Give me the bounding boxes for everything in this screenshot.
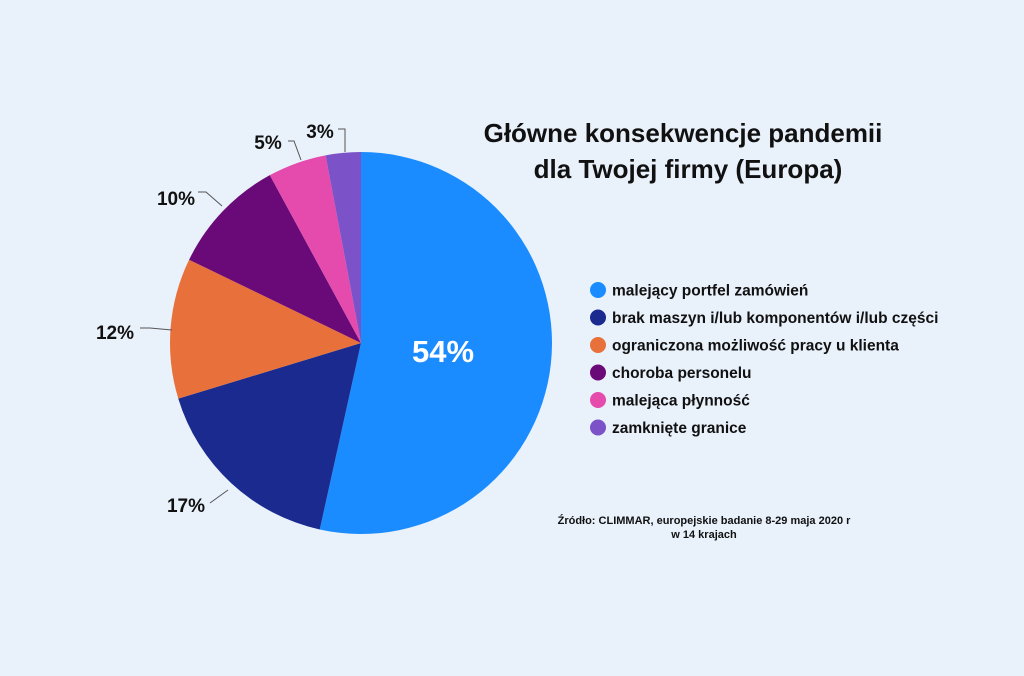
- source-note: Źródło: CLIMMAR, europejskie badanie 8-2…: [558, 514, 852, 541]
- source-line-1: Źródło: CLIMMAR, europejskie badanie 8-2…: [558, 514, 852, 527]
- leader-line-2: [209, 489, 229, 504]
- leader-line-6: [338, 128, 346, 152]
- legend-marker-1: [590, 282, 606, 298]
- data-label-1: 54%: [412, 334, 474, 369]
- legend-label-5: malejąca płynność: [612, 393, 750, 410]
- legend-label-1: malejący portfel zamówień: [612, 283, 808, 300]
- legend-label-6: zamknięte granice: [612, 420, 747, 437]
- chart-title-line-1: Główne konsekwencje pandemii: [484, 118, 883, 148]
- pie-slice-1: [319, 152, 553, 534]
- pie-slices: [170, 152, 553, 534]
- legend-label-4: choroba personelu: [612, 365, 752, 382]
- pie-slice-5: [269, 155, 361, 343]
- data-label-4: 10%: [157, 189, 195, 210]
- leader-line-4: [198, 191, 223, 207]
- legend: malejący portfel zamówień brak maszyn i/l…: [590, 282, 938, 437]
- pie-slice-6: [325, 152, 361, 343]
- leader-line-3: [140, 327, 173, 331]
- legend-marker-3: [590, 337, 606, 353]
- data-label-6: 3%: [306, 122, 334, 143]
- pie-slice-2: [178, 343, 361, 530]
- pie-slice-4: [189, 175, 361, 343]
- leader-line-5: [288, 140, 302, 161]
- legend-marker-2: [590, 309, 606, 326]
- legend-marker-6: [590, 419, 606, 436]
- legend-marker-5: [590, 392, 606, 408]
- chart-title: Główne konsekwencje pandemii dla Twojej …: [484, 118, 883, 184]
- source-line-2: w 14 krajach: [670, 529, 737, 541]
- pie-labels: 54% 17% 12% 10% 5% 3%: [96, 122, 474, 517]
- chart-title-line-2: dla Twojej firmy (Europa): [534, 154, 843, 184]
- data-label-2: 17%: [167, 496, 205, 517]
- legend-label-2: brak maszyn i/lub komponentów i/lub częś…: [612, 310, 938, 327]
- data-label-5: 5%: [254, 133, 282, 154]
- legend-label-3: ograniczona możliwość pracy u klienta: [612, 338, 899, 355]
- legend-marker-4: [590, 364, 606, 381]
- pie-slice-3: [170, 259, 361, 399]
- data-label-3: 12%: [96, 323, 134, 344]
